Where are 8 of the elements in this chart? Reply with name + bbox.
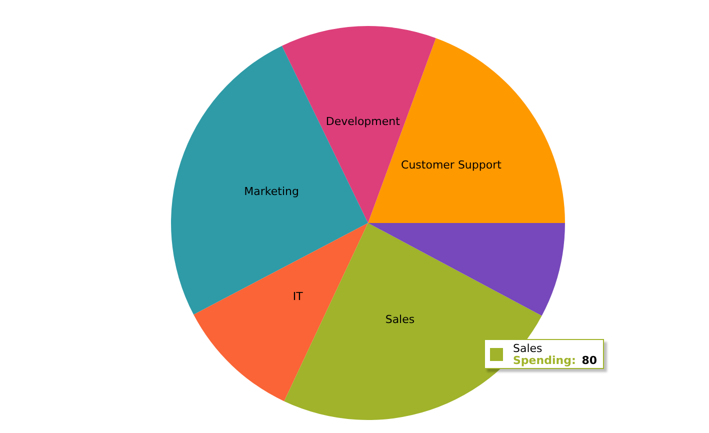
slice-label: Sales — [385, 312, 415, 326]
slice-label: IT — [292, 290, 304, 303]
slice-label: Marketing — [244, 184, 299, 198]
text: Sales — [513, 342, 542, 355]
text: Spending: — [513, 354, 576, 367]
slice-label: Development — [326, 115, 401, 128]
slice-label: Customer Support — [401, 158, 502, 172]
text: 80 — [582, 354, 597, 367]
